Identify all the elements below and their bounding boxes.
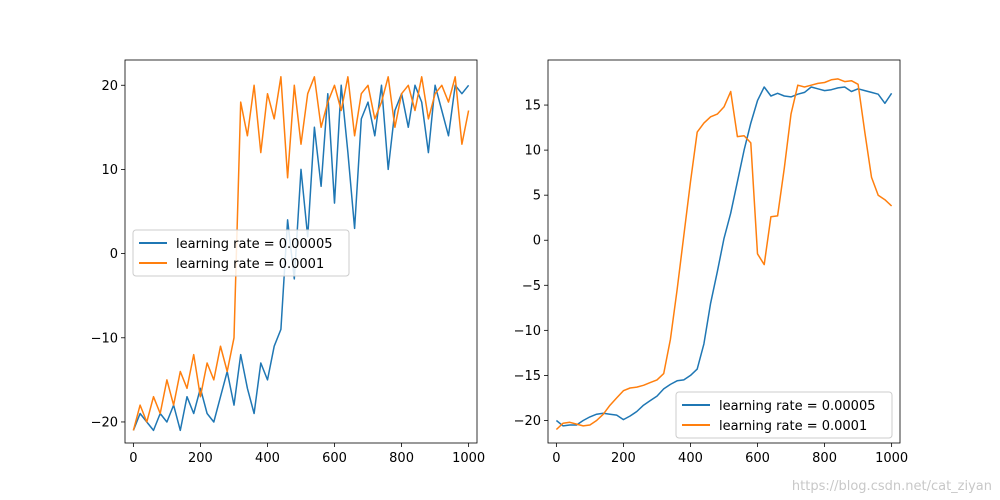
series-line-1: [555, 86, 893, 427]
legend-label: learning rate = 0.0001: [719, 419, 867, 434]
y-tick-label: 0: [533, 234, 541, 249]
x-tick-label: 600: [745, 451, 770, 466]
y-tick-label: −20: [91, 415, 118, 430]
x-tick-label: 600: [322, 451, 347, 466]
y-tick-label: −10: [91, 331, 118, 346]
y-tick-label: 10: [524, 144, 541, 159]
legend: learning rate = 0.00005 learning rate = 0…: [675, 391, 893, 439]
y-tick-label: −10: [514, 324, 541, 339]
y-tick-label: 15: [524, 99, 541, 114]
legend-box: [132, 229, 350, 277]
y-tick-label: 20: [101, 79, 118, 94]
series-line-2: [132, 76, 470, 431]
x-tick-label: 0: [129, 451, 137, 466]
watermark-text: https://blog.csdn.net/cat_ziyan: [791, 479, 992, 494]
legend-box: [675, 391, 893, 439]
legend-label: learning rate = 0.00005: [719, 399, 876, 414]
legend-label: learning rate = 0.00005: [176, 237, 333, 252]
x-tick-label: 1000: [452, 451, 485, 466]
y-tick-label: −15: [514, 369, 541, 384]
y-tick-label: −20: [514, 414, 541, 429]
right-chart: 0 200 400 600 800 1000 −20 −15 −10 −5 0 5 10 15 learni…: [514, 59, 908, 466]
plot-frame: [124, 59, 478, 444]
y-tick-label: −5: [522, 279, 541, 294]
plot-frame: [547, 59, 901, 444]
x-tick-label: 800: [389, 451, 414, 466]
x-tick-label: 800: [812, 451, 837, 466]
legend-label: learning rate = 0.0001: [176, 257, 324, 272]
y-tick-label: 5: [533, 189, 541, 204]
y-tick-label: 10: [101, 163, 118, 178]
y-tick-label: 0: [110, 247, 118, 262]
x-tick-label: 0: [552, 451, 560, 466]
legend: learning rate = 0.00005 learning rate = 0…: [132, 229, 350, 277]
x-tick-label: 1000: [875, 451, 908, 466]
x-tick-label: 400: [255, 451, 280, 466]
left-chart: 0 200 400 600 800 1000 −20 −10 0 10 20 learning rat…: [91, 59, 485, 466]
x-tick-label: 400: [678, 451, 703, 466]
x-tick-label: 200: [611, 451, 636, 466]
series-line-2: [555, 78, 893, 431]
x-tick-label: 200: [188, 451, 213, 466]
